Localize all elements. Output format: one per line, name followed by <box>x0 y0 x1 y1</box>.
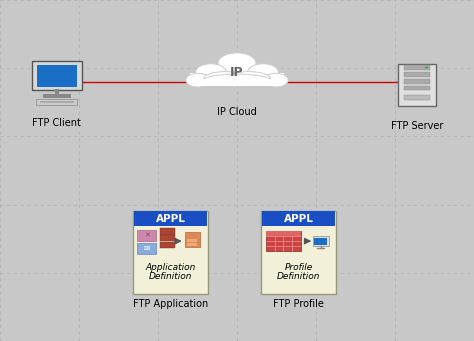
FancyBboxPatch shape <box>404 86 430 90</box>
FancyBboxPatch shape <box>133 211 209 294</box>
Text: Definition: Definition <box>277 272 320 281</box>
FancyBboxPatch shape <box>313 236 328 246</box>
Ellipse shape <box>186 73 210 87</box>
Text: APPL: APPL <box>283 213 314 224</box>
Ellipse shape <box>204 74 270 86</box>
Text: IP Cloud: IP Cloud <box>217 107 257 117</box>
FancyBboxPatch shape <box>137 230 156 241</box>
Text: Definition: Definition <box>149 272 192 281</box>
FancyBboxPatch shape <box>404 95 430 100</box>
FancyBboxPatch shape <box>190 73 284 85</box>
Text: APPL: APPL <box>155 213 186 224</box>
FancyBboxPatch shape <box>404 65 430 70</box>
FancyBboxPatch shape <box>137 243 156 254</box>
FancyBboxPatch shape <box>187 243 197 246</box>
FancyBboxPatch shape <box>159 235 174 241</box>
Text: Profile: Profile <box>284 263 313 272</box>
FancyBboxPatch shape <box>262 211 336 226</box>
Text: ✕: ✕ <box>144 233 150 239</box>
FancyBboxPatch shape <box>265 231 301 236</box>
Ellipse shape <box>264 73 288 87</box>
Text: Application: Application <box>146 263 196 272</box>
FancyBboxPatch shape <box>261 211 336 294</box>
Ellipse shape <box>218 53 256 73</box>
Text: IP: IP <box>230 66 244 79</box>
FancyBboxPatch shape <box>398 64 436 106</box>
FancyBboxPatch shape <box>37 65 77 87</box>
FancyBboxPatch shape <box>192 79 282 86</box>
Text: FTP Server: FTP Server <box>391 121 443 131</box>
Bar <box>55 89 59 95</box>
FancyBboxPatch shape <box>134 211 207 226</box>
Text: FTP Client: FTP Client <box>32 118 82 128</box>
FancyBboxPatch shape <box>43 94 71 98</box>
Text: ✉: ✉ <box>144 244 150 253</box>
FancyBboxPatch shape <box>32 61 82 90</box>
FancyBboxPatch shape <box>265 231 301 251</box>
FancyBboxPatch shape <box>40 101 74 102</box>
FancyBboxPatch shape <box>314 238 327 245</box>
FancyBboxPatch shape <box>404 79 430 84</box>
Ellipse shape <box>195 64 227 81</box>
FancyBboxPatch shape <box>184 232 200 247</box>
FancyBboxPatch shape <box>159 228 174 235</box>
Ellipse shape <box>425 66 428 69</box>
Ellipse shape <box>248 64 279 81</box>
Text: FTP Application: FTP Application <box>133 299 208 309</box>
FancyBboxPatch shape <box>36 99 77 105</box>
FancyBboxPatch shape <box>40 102 74 103</box>
Ellipse shape <box>228 72 270 85</box>
Text: FTP Profile: FTP Profile <box>273 299 324 309</box>
FancyBboxPatch shape <box>159 242 174 248</box>
FancyBboxPatch shape <box>187 239 197 242</box>
Ellipse shape <box>204 72 246 85</box>
FancyBboxPatch shape <box>404 72 430 77</box>
